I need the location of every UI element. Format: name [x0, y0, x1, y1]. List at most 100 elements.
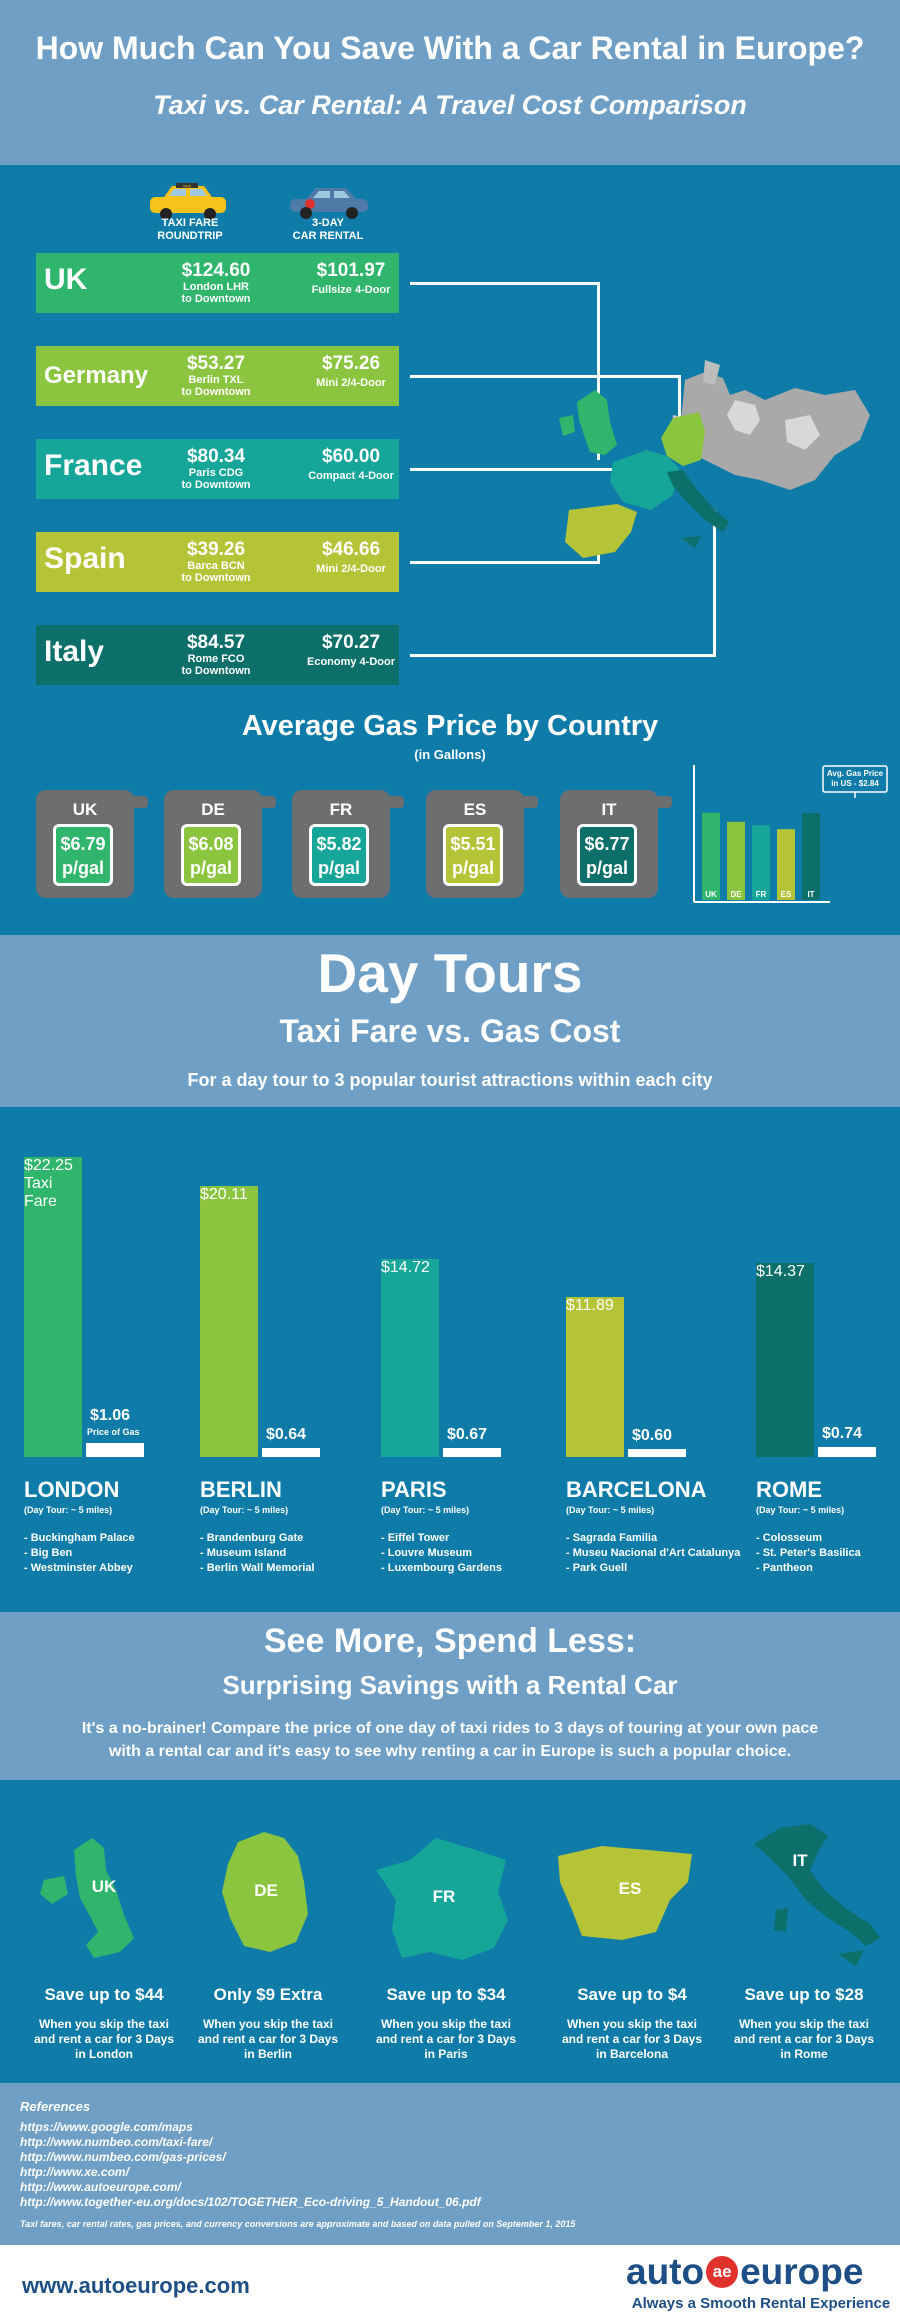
city-attraction: - Pantheon — [756, 1562, 813, 1574]
car-icon — [290, 188, 368, 219]
car-rental: $75.26 Mini 2/4-Door — [316, 353, 386, 390]
references-list: https://www.google.com/maps http://www.n… — [20, 2120, 481, 2210]
gas-bar-value: $0.64 — [266, 1426, 307, 1444]
day-tours-header: Day Tours Taxi Fare vs. Gas Cost For a d… — [0, 935, 900, 1107]
mini-chart-tick-label: DE — [730, 890, 742, 899]
col-head-car: 3-DAY CAR RENTAL — [292, 217, 364, 242]
see-more-title: See More, Spend Less: — [263, 1622, 637, 1660]
day-tours-title: Day Tours — [317, 942, 583, 1004]
references-disclaimer: Taxi fares, car rental rates, gas prices… — [20, 2219, 576, 2229]
city-attraction: - Sagrada Familia — [566, 1532, 658, 1544]
gas-subtitle: (in Gallons) — [414, 747, 486, 762]
us-gas-note-text: Avg. Gas Price — [827, 769, 884, 778]
taxi-fare: $53.27 Berlin TXL to Downtown — [181, 353, 251, 399]
taxi-bar-value: $11.89 — [566, 1296, 614, 1314]
mini-chart-bar — [752, 825, 770, 900]
country-name: Germany — [44, 362, 149, 389]
gas-price-box: $6.79 p/gal — [53, 824, 113, 886]
city-attraction: - Louvre Museum — [381, 1547, 473, 1559]
taxi-bar-value: $22.25 — [24, 1157, 73, 1174]
reference-link[interactable]: https://www.google.com/maps — [20, 2120, 193, 2134]
country-row-spain: Spain $39.26 Barca BCN to Downtown $46.66 M… — [36, 532, 399, 592]
gas-bar-value: $0.60 — [632, 1426, 673, 1444]
italy-map: IT — [754, 1824, 880, 1966]
city-name: LONDON — [24, 1477, 120, 1502]
taxi-bar: $22.25 Taxi Fare — [24, 1157, 82, 1457]
mini-chart-tick-label: IT — [807, 890, 814, 899]
us-gas-note-text: in US - $2.84 — [831, 779, 879, 788]
connector-line — [410, 561, 600, 564]
city-name: ROME — [756, 1477, 822, 1502]
city-attraction: - Westminster Abbey — [24, 1562, 133, 1574]
city-distance: (Day Tour: ~ 5 miles) — [200, 1505, 289, 1515]
gas-bar — [86, 1442, 144, 1457]
references-title: References — [20, 2099, 91, 2114]
spain-map: ES — [558, 1846, 692, 1940]
city-distance: (Day Tour: ~ 5 miles) — [566, 1505, 655, 1515]
country-row-germany: Germany $53.27 Berlin TXL to Downtown $75.… — [36, 346, 399, 406]
gas-can-spout — [126, 796, 148, 808]
day-tours-subtitle: Taxi Fare vs. Gas Cost — [279, 1013, 621, 1049]
footer-tagline: Always a Smooth Rental Experience — [631, 2295, 891, 2312]
gas-title: Average Gas Price by Country — [241, 710, 659, 742]
mini-chart-bar — [777, 829, 795, 900]
germany-map: DE — [222, 1832, 308, 1952]
city-attraction: - Berlin Wall Memorial — [200, 1562, 315, 1574]
gas-bar — [818, 1447, 876, 1457]
gas-price-box: $6.77 p/gal — [577, 824, 637, 886]
europe-map — [559, 360, 870, 558]
connector-line — [597, 282, 600, 460]
taxi-bar: $11.89 — [566, 1296, 624, 1457]
mini-chart-bar — [702, 812, 720, 900]
gas-can-it: IT $6.77 p/gal — [560, 790, 672, 898]
connector-line — [410, 468, 630, 471]
day-tours-desc: For a day tour to 3 popular tourist attr… — [187, 1070, 713, 1090]
city-attraction: - Eiffel Tower — [381, 1532, 450, 1544]
footer: www.autoeurope.com auto ae europe Always a… — [0, 2245, 900, 2322]
reference-link[interactable]: http://www.numbeo.com/gas-prices/ — [20, 2150, 226, 2164]
mini-chart-bar — [727, 821, 745, 900]
car-rental: $60.00 Compact 4-Door — [308, 446, 394, 483]
taxi-icon: TAXI — [150, 183, 226, 220]
autoeurope-logo: auto ae europe — [626, 2251, 864, 2292]
taxi-fare: $84.57 Rome FCO to Downtown — [181, 632, 251, 678]
footer-url[interactable]: www.autoeurope.com — [22, 2273, 250, 2298]
car-rental: $46.66 Mini 2/4-Door — [316, 539, 386, 576]
gas-can-spout — [382, 796, 404, 808]
country-name: Spain — [44, 542, 126, 575]
svg-text:DE: DE — [254, 1881, 278, 1900]
city-attraction: - Park Guell — [566, 1562, 628, 1574]
reference-link[interactable]: http://www.numbeo.com/taxi-fare/ — [20, 2135, 213, 2149]
reference-link[interactable]: http://www.xe.com/ — [20, 2165, 129, 2179]
gas-can-spout — [516, 796, 538, 808]
gas-bar — [628, 1448, 686, 1457]
reference-link[interactable]: http://www.together-eu.org/docs/102/TOGE… — [20, 2195, 481, 2209]
savings-section: UK Save up to $44 When you skip the taxi… — [0, 1780, 900, 2083]
taxi-fare: $124.60 London LHR to Downtown — [181, 260, 251, 306]
uk-map: UK — [40, 1838, 134, 1958]
gas-can-fr: FR $5.82 p/gal — [292, 790, 404, 898]
gas-can-es: ES $5.51 p/gal — [426, 790, 538, 898]
page-title: How Much Can You Save With a Car Rental … — [35, 30, 865, 66]
country-name: Italy — [44, 635, 105, 668]
city-attraction: - Big Ben — [24, 1547, 73, 1559]
taxi-bar: $14.72 — [381, 1258, 439, 1457]
city-attraction: - Museu Nacional d'Art Catalunya — [566, 1547, 741, 1559]
city-attraction: - St. Peter's Basilica — [756, 1547, 861, 1559]
references-section: References https://www.google.com/maps h… — [0, 2083, 900, 2245]
city-name: BERLIN — [200, 1477, 282, 1502]
taxi-bar-value: $20.11 — [200, 1185, 248, 1203]
reference-link[interactable]: http://www.autoeurope.com/ — [20, 2180, 181, 2194]
country-row-italy: Italy $84.57 Rome FCO to Downtown $70.27 Ec… — [36, 625, 399, 685]
city-distance: (Day Tour: ~ 5 miles) — [24, 1505, 113, 1515]
connector-line — [410, 654, 715, 657]
connector-line — [713, 510, 716, 657]
day-tours-chart: $22.25 Taxi Fare $1.06 Price of Gas LONDON (D… — [0, 1107, 900, 1612]
svg-text:ES: ES — [619, 1879, 642, 1898]
comparison-section: TAXI TAXI FARE ROUNDTRIP 3-DAY CAR RENTA… — [0, 165, 900, 935]
gas-bar-value: $0.67 — [447, 1425, 488, 1443]
see-more-section: See More, Spend Less: Surprising Savings… — [0, 1612, 900, 1780]
connector-line — [410, 282, 598, 285]
col-head-taxi: TAXI FARE ROUNDTRIP — [157, 217, 223, 242]
